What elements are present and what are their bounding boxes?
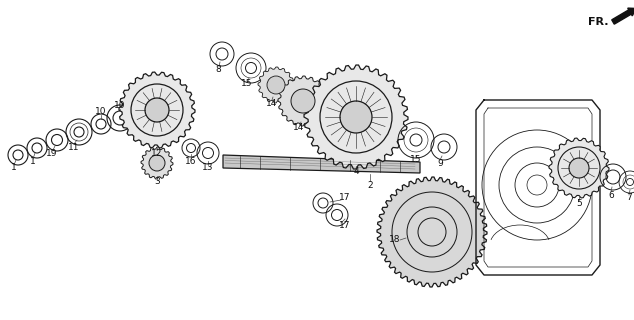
Text: 9: 9 [437,158,443,167]
Polygon shape [549,138,609,198]
Text: 12: 12 [152,148,163,157]
Text: 3: 3 [154,178,160,187]
Text: 8: 8 [215,66,221,75]
Polygon shape [258,67,294,103]
Text: 17: 17 [339,194,351,203]
Text: 10: 10 [114,101,126,110]
Text: 14: 14 [266,99,278,108]
Circle shape [340,101,372,133]
Text: 1: 1 [30,157,36,166]
Polygon shape [304,65,408,169]
Polygon shape [377,177,487,287]
Polygon shape [278,76,328,126]
Text: 19: 19 [46,148,58,157]
Text: 16: 16 [185,156,197,165]
Text: 18: 18 [389,236,401,244]
Text: 15: 15 [410,156,422,164]
Circle shape [558,147,600,189]
Text: 10: 10 [95,108,107,116]
Text: 7: 7 [626,194,632,203]
Text: 1: 1 [11,164,17,172]
Text: 17: 17 [339,220,351,229]
Circle shape [145,98,169,122]
Polygon shape [141,147,173,179]
Circle shape [267,76,285,94]
FancyArrow shape [612,8,634,24]
Text: 6: 6 [608,190,614,199]
Circle shape [291,89,315,113]
Circle shape [569,158,589,178]
Polygon shape [223,155,420,173]
Text: 5: 5 [576,199,582,209]
Text: 11: 11 [68,142,80,151]
Text: 13: 13 [202,164,214,172]
Text: FR.: FR. [588,17,609,27]
Text: 15: 15 [242,79,253,89]
Text: 2: 2 [367,180,373,189]
Circle shape [320,81,392,153]
Text: 14: 14 [294,124,305,132]
Circle shape [131,84,183,136]
Circle shape [149,155,165,171]
Polygon shape [119,72,195,148]
Text: 4: 4 [353,167,359,177]
